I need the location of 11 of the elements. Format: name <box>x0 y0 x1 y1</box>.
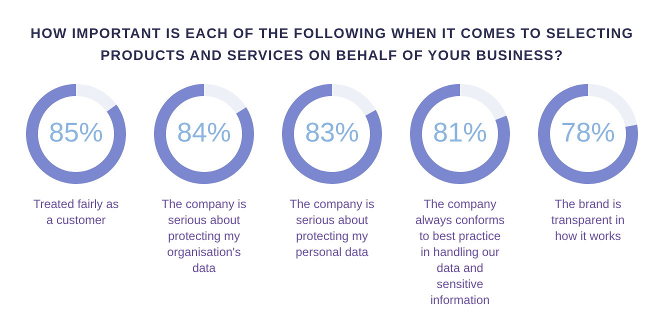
text: The company always conforms to best practice in handling our data and sensitive information <box>414 196 506 308</box>
text: HOW IMPORTANT IS EACH OF THE FOLLOWING WHEN IT COMES TO SELECTING PRODUCTS AND SERVICES ON BEHALF OF YOUR BUSINESS? <box>30 24 634 65</box>
data-label: 84% <box>176 117 232 148</box>
text: The company is serious about protecting my organisation's data <box>160 196 248 276</box>
data-label: 83% <box>304 117 360 148</box>
text: The company is serious about protecting my personal data <box>288 196 376 260</box>
data-label: 81% <box>432 117 488 148</box>
data-label: 85% <box>48 117 104 148</box>
text: The brand is transparent in how it works <box>550 196 626 244</box>
data-label: 78% <box>560 117 616 148</box>
text: Treated fairly as a customer <box>32 196 120 228</box>
